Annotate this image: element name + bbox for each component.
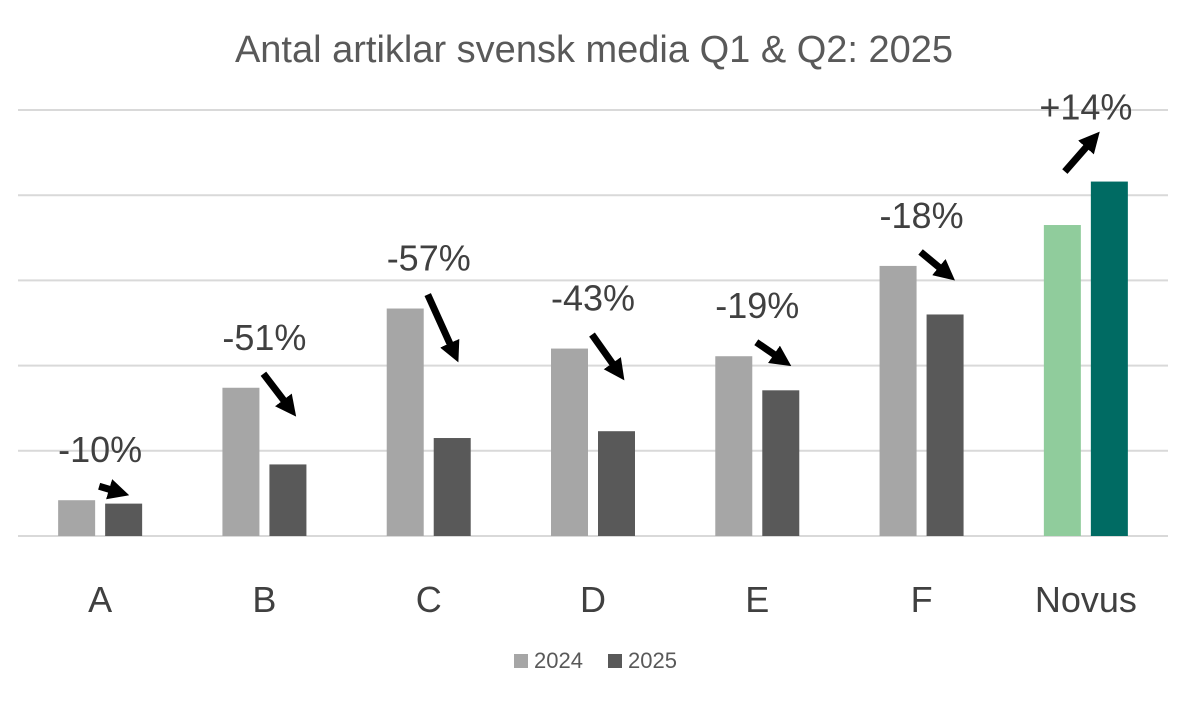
category-label-novus: Novus — [1035, 579, 1137, 620]
legend-swatch-2024 — [514, 654, 528, 668]
category-label-a: A — [88, 579, 112, 620]
bar-2025-b — [269, 464, 307, 536]
category-label-f: F — [911, 579, 933, 620]
change-arrow-c — [424, 293, 460, 363]
change-arrow-d — [589, 332, 625, 381]
category-label-b: B — [252, 579, 276, 620]
bar-2024-f — [879, 265, 917, 536]
change-arrow-e — [754, 339, 792, 367]
change-label-c: -57% — [387, 238, 471, 279]
category-label-e: E — [745, 579, 769, 620]
bar-2024-novus — [1043, 225, 1081, 536]
category-label-d: D — [580, 579, 606, 620]
gridlines — [18, 109, 1168, 537]
legend-label-2025: 2025 — [628, 648, 677, 673]
bar-2024-b — [222, 387, 260, 536]
change-label-d: -43% — [551, 278, 635, 319]
bar-2024-d — [551, 348, 588, 536]
category-labels: A B C D E F Novus — [88, 579, 1137, 620]
legend-label-2024: 2024 — [534, 648, 583, 673]
change-label-b: -51% — [222, 317, 306, 358]
change-label-a: -10% — [58, 429, 142, 470]
bars — [58, 181, 1128, 536]
bar-2024-a — [58, 500, 96, 536]
change-arrow-f — [918, 249, 956, 281]
legend: 2024 2025 — [514, 648, 677, 673]
bar-2025-d — [598, 431, 635, 536]
change-arrow-b — [260, 371, 297, 417]
bar-2025-f — [926, 314, 964, 536]
change-arrow-a — [98, 479, 130, 500]
change-label-novus: +14% — [1039, 87, 1132, 128]
legend-swatch-2025 — [608, 654, 622, 668]
change-arrows — [98, 131, 1100, 500]
chart-title: Antal artiklar svensk media Q1 & Q2: 202… — [235, 29, 953, 71]
change-arrow-novus — [1062, 131, 1100, 174]
change-labels: -10% -51% -57% -43% -19% -18% +14% — [58, 87, 1132, 471]
bar-2025-a — [105, 503, 143, 536]
change-label-f: -18% — [880, 195, 964, 236]
bar-2024-e — [715, 356, 753, 536]
change-label-e: -19% — [715, 285, 799, 326]
bar-2025-novus — [1090, 181, 1128, 536]
bar-2024-c — [386, 308, 424, 536]
category-label-c: C — [416, 579, 442, 620]
bar-2025-e — [762, 390, 800, 536]
bar-2025-c — [433, 438, 471, 536]
